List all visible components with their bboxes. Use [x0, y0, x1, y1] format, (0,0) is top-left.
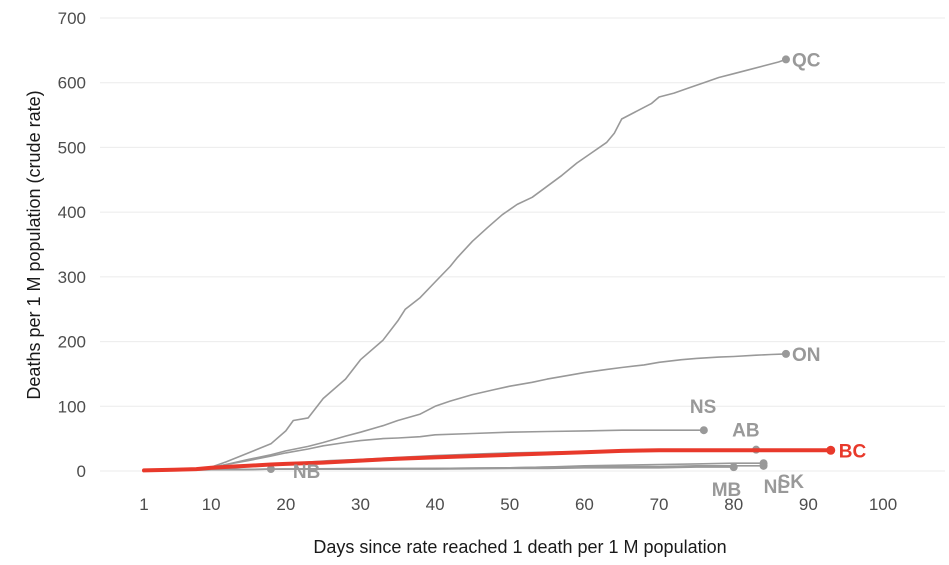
series-end-point-ns	[699, 426, 708, 435]
series-label-ns: NS	[690, 397, 716, 418]
series-label-mb: MB	[712, 480, 742, 501]
x-tick-label: 1	[139, 495, 148, 514]
series-end-point-on	[781, 349, 790, 358]
x-tick-label: 70	[650, 495, 669, 514]
y-tick-label: 500	[58, 138, 86, 157]
series-label-sk: SK	[778, 472, 805, 493]
y-axis-ticks: 0 100 200 300 400 500 600 700	[58, 9, 86, 481]
series-end-point-bc	[826, 445, 836, 455]
y-tick-label: 200	[58, 333, 86, 352]
y-tick-label: 700	[58, 9, 86, 28]
y-tick-label: 100	[58, 397, 86, 416]
x-tick-label: 60	[575, 495, 594, 514]
series-label-qc: QC	[792, 50, 821, 71]
series-end-point-mb	[729, 463, 738, 472]
x-axis-ticks: 1 10 20 30 40 50 60 70 80 90 100	[139, 495, 897, 514]
x-tick-label: 30	[351, 495, 370, 514]
y-tick-label: 400	[58, 203, 86, 222]
series-line-ns	[143, 429, 705, 472]
series-end-point-nb	[266, 465, 275, 474]
series-line-on	[143, 353, 787, 472]
x-tick-label: 10	[202, 495, 221, 514]
x-tick-label: 80	[724, 495, 743, 514]
x-tick-label: 40	[426, 495, 445, 514]
series-line-qc	[143, 58, 787, 472]
x-tick-label: 20	[276, 495, 295, 514]
series-label-bc: BC	[839, 441, 867, 462]
x-tick-label: 50	[500, 495, 519, 514]
series-label-ab: AB	[732, 421, 759, 442]
series-line-bc	[142, 448, 833, 473]
y-tick-label: 0	[77, 462, 86, 481]
y-axis-title: Deaths per 1 M population (crude rate)	[24, 90, 44, 399]
series-end-point-nl	[759, 461, 768, 470]
series-end-point-qc	[781, 55, 790, 64]
x-tick-label: 100	[869, 495, 897, 514]
y-tick-label: 300	[58, 268, 86, 287]
series-label-nl: NL	[764, 477, 790, 498]
x-tick-label: 90	[799, 495, 818, 514]
series-label-nb: NB	[293, 462, 320, 483]
series-label-on: ON	[792, 345, 821, 366]
y-tick-label: 600	[58, 74, 86, 93]
series-lines	[142, 55, 836, 474]
gridlines	[100, 17, 945, 472]
x-axis-title: Days since rate reached 1 death per 1 M …	[313, 537, 726, 557]
